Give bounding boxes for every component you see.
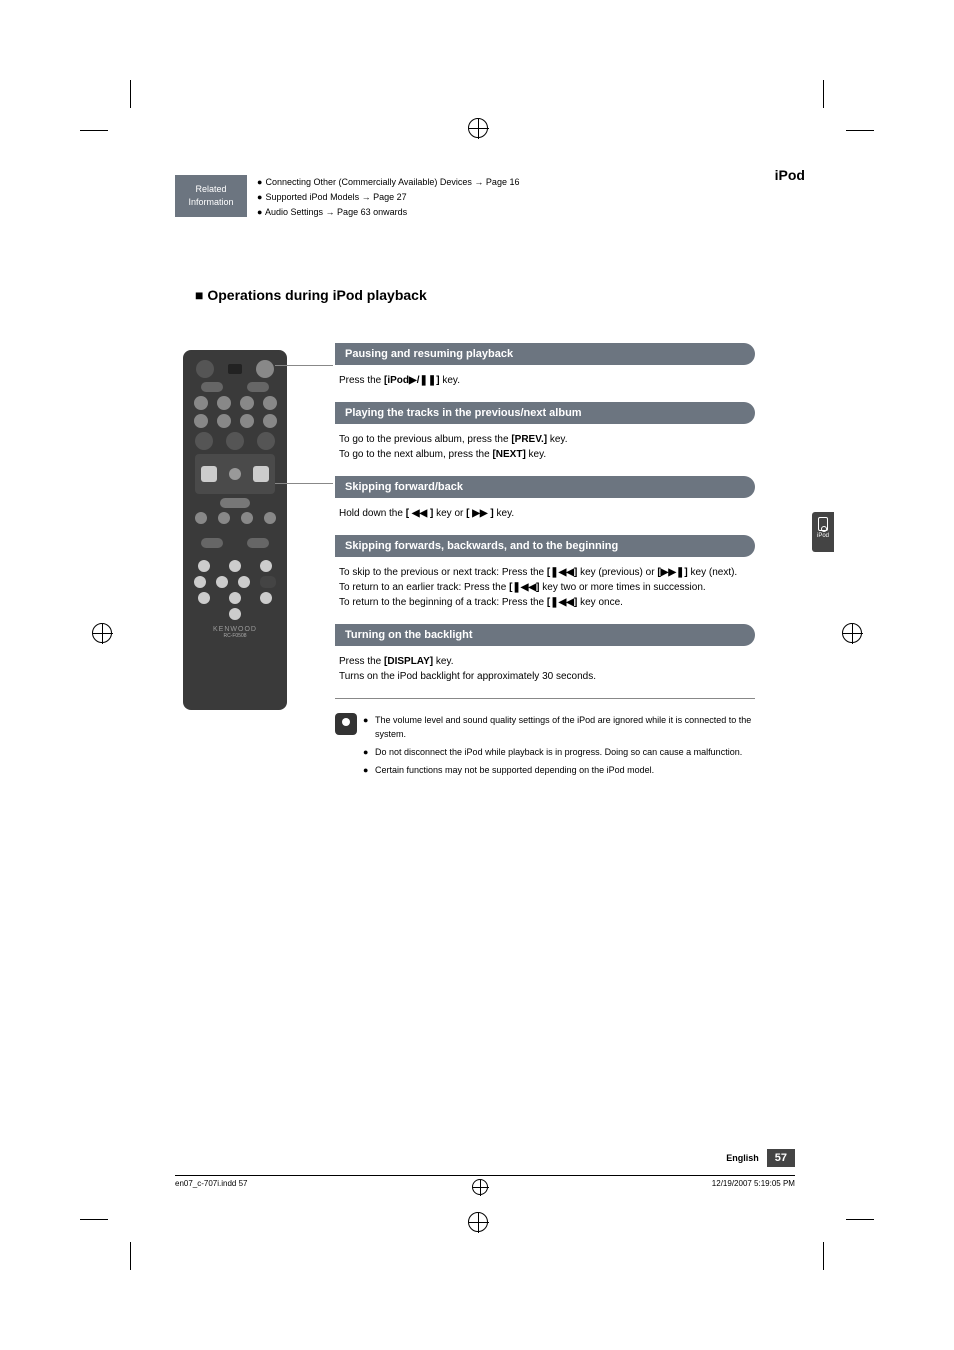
section-bar: Playing the tracks in the previous/next … bbox=[335, 402, 755, 424]
crop-mark-bottom bbox=[468, 1212, 488, 1232]
related-item: ● Supported iPod Models → Page 27 bbox=[257, 190, 519, 205]
trim-mark bbox=[80, 130, 108, 131]
related-info-box: Related Information bbox=[175, 175, 247, 217]
trim-mark bbox=[130, 1242, 131, 1270]
callout-line bbox=[275, 483, 333, 484]
related-item: ● Connecting Other (Commercially Availab… bbox=[257, 175, 519, 190]
side-tab-label: iPod bbox=[812, 533, 834, 539]
tip-item: ●The volume level and sound quality sett… bbox=[363, 713, 755, 741]
tip-item: ●Certain functions may not be supported … bbox=[363, 763, 755, 777]
section-body: Hold down the [ ◀◀ ] key or [ ▶▶ ] key. bbox=[339, 506, 755, 521]
related-item: ● Audio Settings → Page 63 onwards bbox=[257, 205, 519, 220]
divider bbox=[335, 698, 755, 699]
remote-control-diagram: KENWOOD RC-F0508 bbox=[183, 350, 287, 710]
registration-mark-icon bbox=[472, 1179, 488, 1195]
related-box-line2: Information bbox=[188, 197, 233, 207]
section-body: Press the [DISPLAY] key.Turns on the iPo… bbox=[339, 654, 755, 684]
tips-block: ●The volume level and sound quality sett… bbox=[335, 713, 755, 781]
remote-model: RC-F0508 bbox=[189, 633, 281, 639]
trim-mark bbox=[846, 1219, 874, 1220]
ipod-icon bbox=[818, 517, 828, 531]
print-metadata-bar: en07_c-707i.indd 57 12/19/2007 5:19:05 P… bbox=[175, 1175, 795, 1195]
footer-language: English bbox=[726, 1153, 759, 1163]
crop-mark-top bbox=[468, 118, 488, 138]
trim-mark bbox=[823, 80, 824, 108]
page-category-label: iPod bbox=[775, 167, 805, 183]
callout-line bbox=[275, 365, 333, 366]
page-footer: English 57 bbox=[175, 1149, 795, 1167]
related-box-line1: Related bbox=[195, 184, 226, 194]
trim-mark bbox=[823, 1242, 824, 1270]
section-heading: ■ Operations during iPod playback bbox=[195, 287, 427, 303]
trim-mark bbox=[80, 1219, 108, 1220]
section-bar: Pausing and resuming playback bbox=[335, 343, 755, 365]
section-body: To skip to the previous or next track: P… bbox=[339, 565, 755, 610]
trim-mark bbox=[130, 80, 131, 108]
section-bar: Turning on the backlight bbox=[335, 624, 755, 646]
related-info-list: ● Connecting Other (Commercially Availab… bbox=[257, 175, 519, 220]
tip-item: ●Do not disconnect the iPod while playba… bbox=[363, 745, 755, 759]
crop-mark-left bbox=[92, 623, 112, 643]
instructions-column: Pausing and resuming playback Press the … bbox=[335, 343, 755, 781]
footer-page-number: 57 bbox=[767, 1149, 795, 1167]
section-body: To go to the previous album, press the [… bbox=[339, 432, 755, 462]
crop-mark-right bbox=[842, 623, 862, 643]
trim-mark bbox=[846, 130, 874, 131]
section-bar: Skipping forwards, backwards, and to the… bbox=[335, 535, 755, 557]
side-tab-ipod: iPod bbox=[812, 512, 834, 552]
lightbulb-icon bbox=[335, 713, 357, 735]
section-body: Press the [iPod▶/❚❚] key. bbox=[339, 373, 755, 388]
print-filename: en07_c-707i.indd 57 bbox=[175, 1179, 248, 1195]
print-timestamp: 12/19/2007 5:19:05 PM bbox=[712, 1179, 795, 1195]
remote-brand: KENWOOD bbox=[189, 626, 281, 633]
section-bar: Skipping forward/back bbox=[335, 476, 755, 498]
remote-dpad bbox=[195, 454, 275, 494]
square-bullet-icon: ■ bbox=[195, 287, 203, 303]
